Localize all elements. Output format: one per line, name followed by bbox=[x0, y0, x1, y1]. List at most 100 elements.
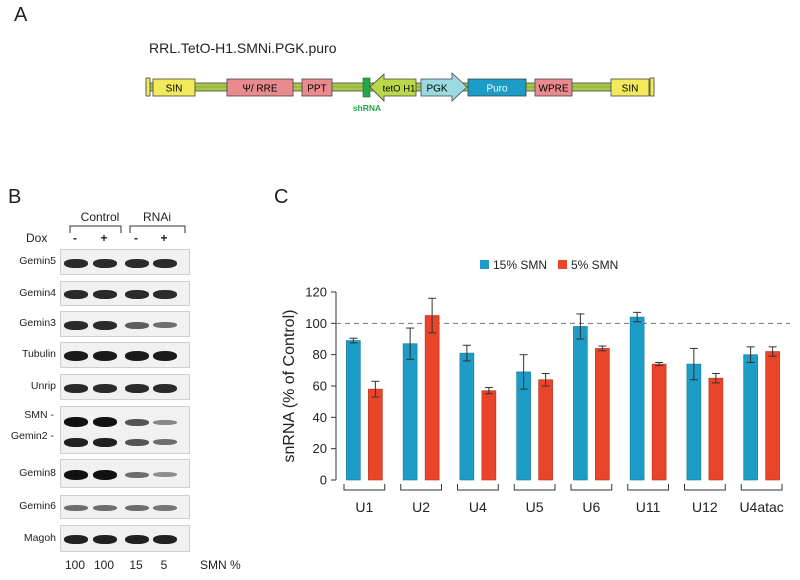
bar-u12-15-smn bbox=[686, 363, 702, 481]
vector-label-teto-h1: tetO H1 bbox=[383, 84, 416, 95]
y-axis-label: snRNA (% of Control) bbox=[281, 310, 298, 463]
vector-label-puro: Puro bbox=[486, 84, 508, 95]
band-gemin3-lane-4 bbox=[153, 322, 177, 328]
bar-u2-5-smn bbox=[424, 315, 440, 481]
band-magoh-lane-2 bbox=[93, 535, 117, 544]
vector-element-psi-rre bbox=[226, 78, 294, 97]
legend-swatch-15-smn bbox=[480, 260, 489, 269]
dox-sign-lane-4: + bbox=[160, 231, 168, 245]
band-magoh-lane-4 bbox=[153, 535, 177, 544]
band-unrip-lane-3 bbox=[125, 383, 149, 393]
band-gemin3-lane-3 bbox=[125, 321, 149, 329]
blot-label-gemin4: Gemin4 bbox=[19, 286, 56, 299]
category-bracket-u5 bbox=[513, 484, 556, 491]
band-gemin5-lane-2 bbox=[93, 258, 117, 268]
legend-label-5-smn: 5% SMN bbox=[571, 258, 618, 272]
smn-percent-lane-4: 5 bbox=[160, 558, 168, 572]
group-brackets bbox=[69, 225, 186, 233]
blot-gemin3 bbox=[60, 311, 190, 337]
blot-label-gemin6: Gemin6 bbox=[19, 500, 56, 512]
bar-u6-15-smn bbox=[573, 326, 588, 481]
band-gemin3-lane-1 bbox=[64, 320, 88, 330]
dox-sign-lane-2: + bbox=[100, 231, 108, 245]
band-gemin6-lane-1 bbox=[64, 505, 88, 511]
band-smn-lane-1 bbox=[64, 417, 88, 427]
blot-label-smn: SMN - bbox=[24, 409, 54, 421]
blot-magoh bbox=[60, 525, 190, 552]
vector-element-puro bbox=[467, 78, 527, 97]
bar-u1-15-smn bbox=[346, 340, 361, 481]
blot-label-unrip: Unrip bbox=[30, 380, 56, 392]
blot-label-gemin5: Gemin5 bbox=[19, 255, 56, 267]
category-label-u4atac: U4atac bbox=[739, 499, 783, 515]
band-unrip-lane-2 bbox=[93, 383, 117, 393]
bar-u11-5-smn bbox=[651, 363, 667, 481]
bar-u4-5-smn bbox=[481, 390, 497, 481]
y-tick-label-20: 20 bbox=[313, 441, 327, 456]
smn-percent-label: SMN % bbox=[200, 558, 241, 572]
band-gemin4-lane-1 bbox=[64, 290, 88, 299]
vector-element-teto-h1 bbox=[369, 73, 417, 102]
panel-b-letter: B bbox=[8, 186, 22, 208]
band-tubulin-lane-2 bbox=[93, 351, 117, 361]
bar-u4atac-5-smn bbox=[765, 351, 780, 481]
vector-element-wpre bbox=[534, 78, 573, 97]
band-unrip-lane-4 bbox=[153, 383, 177, 393]
category-label-u4: U4 bbox=[469, 499, 487, 515]
band-smn-lane-4 bbox=[153, 419, 177, 425]
y-tick-label-80: 80 bbox=[313, 347, 327, 362]
band-tubulin-lane-3 bbox=[125, 351, 149, 361]
legend-label-15-smn: 15% SMN bbox=[493, 258, 547, 272]
category-bracket-u12 bbox=[684, 484, 726, 491]
band-gemin3-lane-2 bbox=[93, 320, 117, 330]
band-smn-lane-2 bbox=[93, 417, 117, 427]
band-magoh-lane-3 bbox=[125, 535, 149, 544]
vector-element-ppt bbox=[301, 78, 333, 97]
shrna-block bbox=[362, 77, 371, 98]
vector-label-psi-rre: Ψ/ RRE bbox=[242, 84, 277, 95]
group-label-rnai: RNAi bbox=[142, 210, 171, 224]
construct-title: RRL.TetO-H1.SMNi.PGK.puro bbox=[149, 40, 337, 56]
band-smn-lane-3 bbox=[125, 418, 149, 426]
category-label-u6: U6 bbox=[582, 499, 600, 515]
band-gemin5-lane-4 bbox=[153, 258, 177, 268]
group-label-control: Control bbox=[80, 210, 120, 224]
category-bracket-u1 bbox=[343, 484, 386, 491]
category-label-u12: U12 bbox=[692, 499, 718, 515]
band-gemin2-lane-3 bbox=[125, 438, 149, 446]
band-gemin8-lane-1 bbox=[64, 469, 88, 480]
bar-u2-15-smn bbox=[402, 343, 418, 481]
legend-swatch-5-smn bbox=[558, 260, 567, 269]
vector-label-sin-left: SIN bbox=[166, 84, 183, 95]
band-gemin4-lane-3 bbox=[125, 290, 149, 299]
smn-percent-lane-3: 15 bbox=[129, 558, 143, 572]
category-bracket-u4atac bbox=[740, 484, 783, 491]
blot-label-gemin3: Gemin3 bbox=[19, 317, 56, 329]
band-magoh-lane-1 bbox=[64, 535, 88, 544]
band-gemin4-lane-4 bbox=[153, 290, 177, 299]
category-label-u11: U11 bbox=[636, 499, 661, 515]
bar-u4atac-15-smn bbox=[743, 354, 758, 481]
y-tick-label-40: 40 bbox=[313, 410, 327, 425]
band-gemin5-lane-3 bbox=[125, 258, 149, 268]
category-bracket-u4 bbox=[457, 484, 499, 491]
blot-label-gemin2: Gemin2 - bbox=[10, 430, 54, 442]
smn-percent-lane-2: 100 bbox=[93, 558, 115, 572]
bar-u4-15-smn bbox=[459, 352, 475, 481]
blot-gemin8 bbox=[60, 459, 190, 488]
band-gemin8-lane-4 bbox=[153, 472, 177, 477]
vector-label-ppt: PPT bbox=[307, 84, 326, 95]
band-tubulin-lane-1 bbox=[64, 351, 88, 361]
vector-map: SIN Ψ/ RRE PPT shRNA tetO H1 PGK Puro WP… bbox=[145, 72, 655, 113]
shrna-label: shRNA bbox=[353, 103, 381, 113]
bar-u5-5-smn bbox=[538, 379, 553, 481]
category-label-u5: U5 bbox=[526, 499, 544, 515]
band-gemin8-lane-3 bbox=[125, 471, 149, 478]
dox-sign-lane-1: - bbox=[73, 231, 77, 245]
vector-element-sin-right bbox=[610, 78, 650, 97]
category-bracket-u6 bbox=[570, 484, 613, 491]
vector-label-sin-right: SIN bbox=[622, 84, 639, 95]
y-tick-label-0: 0 bbox=[320, 473, 327, 488]
blot-tubulin bbox=[60, 342, 190, 368]
band-gemin8-lane-2 bbox=[93, 469, 117, 480]
